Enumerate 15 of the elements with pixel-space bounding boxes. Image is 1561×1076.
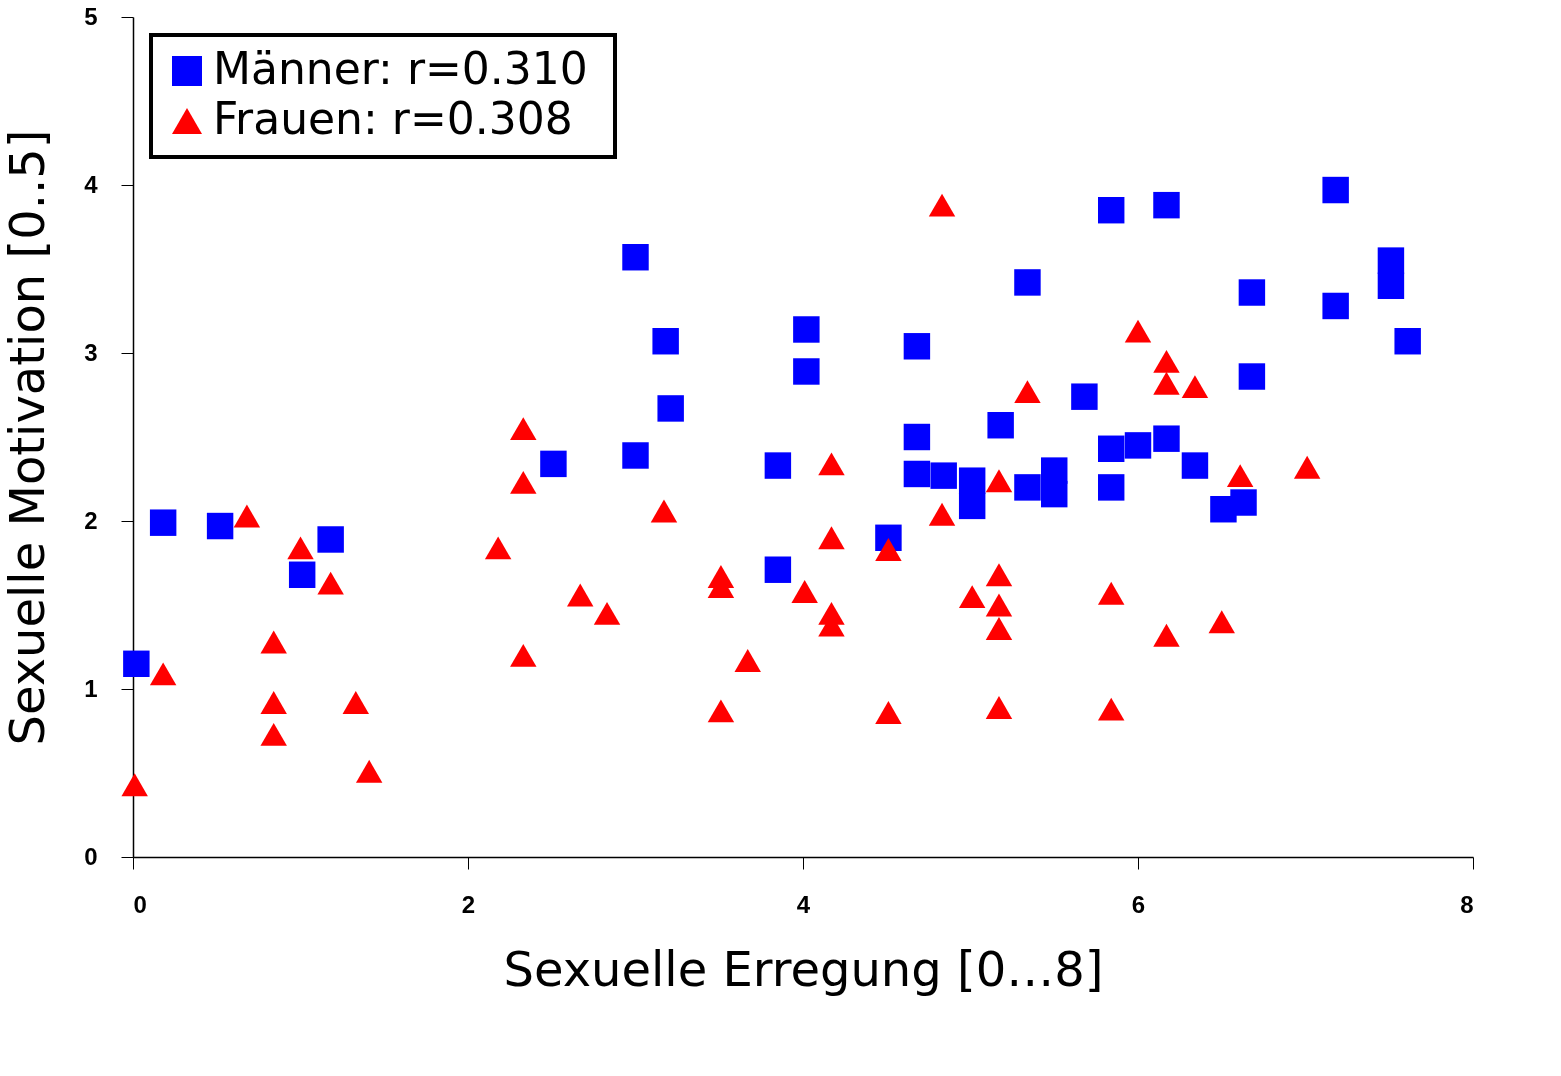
x-tick-label: 4: [796, 890, 811, 918]
legend-label: Männer: r=0.310: [213, 43, 588, 94]
y-tick-label: 5: [84, 2, 98, 30]
y-tick-label: 4: [84, 170, 99, 198]
x-tick-label: 0: [133, 890, 147, 918]
x-tick-label: 6: [1131, 890, 1146, 918]
x-tick-label: 8: [1460, 890, 1474, 918]
y-tick-label: 2: [84, 506, 98, 534]
y-tick-label: 3: [84, 338, 98, 366]
y-axis-title: Sexuelle Motivation [0..5]: [0, 129, 56, 746]
y-tick-label: 0: [84, 842, 98, 870]
x-tick-label: 2: [461, 890, 476, 918]
legend-label: Frauen: r=0.308: [213, 93, 573, 144]
y-tick-label: 1: [84, 674, 98, 702]
x-axis-title: Sexuelle Erregung [0…8]: [503, 940, 1104, 997]
